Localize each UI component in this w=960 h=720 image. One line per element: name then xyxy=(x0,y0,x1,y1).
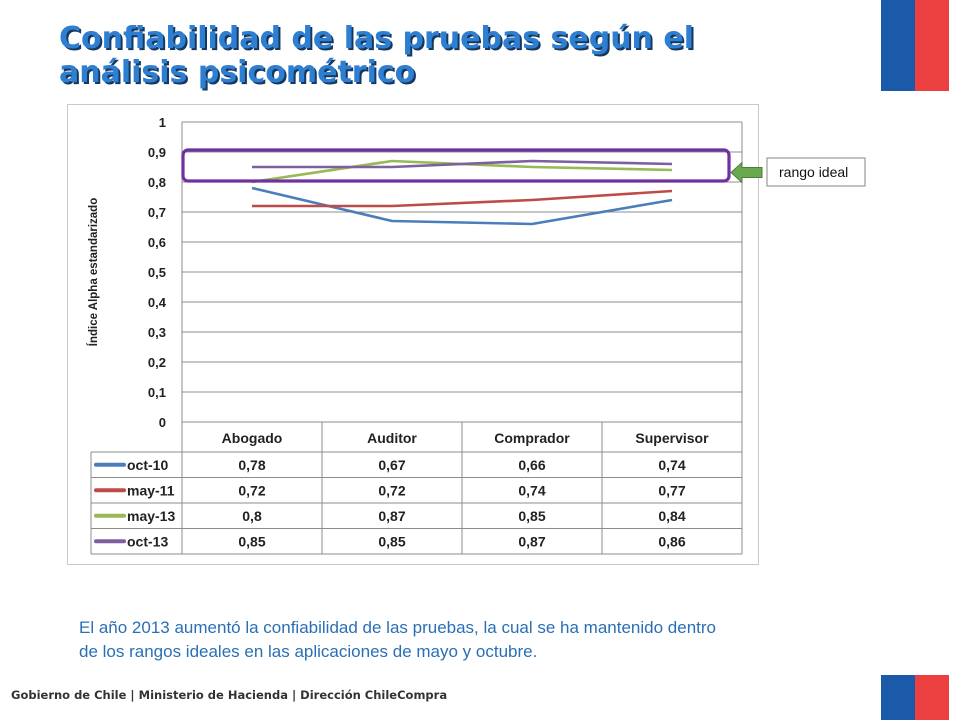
data-table: Abogado Auditor Comprador Supervisor oct-10 0… xyxy=(90,422,743,555)
table-cell: 0,87 xyxy=(518,533,545,549)
table-cell: 0,87 xyxy=(378,508,405,524)
footer-text: Gobierno de Chile | Ministerio de Hacien… xyxy=(11,688,448,702)
table-cell: 0,86 xyxy=(658,533,685,549)
y-tick-label: 0,3 xyxy=(148,325,166,340)
table-cell: 0,77 xyxy=(658,482,685,498)
series-lines xyxy=(251,159,673,226)
y-tick-label: 0,6 xyxy=(148,235,166,250)
category-label: Comprador xyxy=(494,430,570,446)
series-line-oct-10 xyxy=(251,186,673,226)
rango-ideal-label: rango ideal xyxy=(779,164,848,180)
table-cell: 0,72 xyxy=(378,482,405,498)
category-label: Supervisor xyxy=(635,430,709,446)
y-tick-label: 0 xyxy=(159,415,166,430)
chile-flag-bottom xyxy=(881,671,949,720)
table-cell: 0,85 xyxy=(378,533,405,549)
rango-ideal-callout xyxy=(766,157,866,187)
legend-label: may-13 xyxy=(127,508,175,524)
page-title: Confiabilidad de las pruebas según el an… xyxy=(59,21,694,90)
table-cell: 0,67 xyxy=(378,457,405,473)
legend-label: may-11 xyxy=(127,482,175,498)
chile-flag-top xyxy=(881,0,949,91)
category-label: Abogado xyxy=(222,430,283,446)
reliability-chart: 0 0,1 0,2 0,3 0,4 0,5 0,6 0,7 0,8 0,9 1 Índice Alp… xyxy=(87,115,866,555)
table-cell: 0,74 xyxy=(658,457,685,473)
ideal-range-box xyxy=(181,148,731,183)
table-cell: 0,84 xyxy=(658,508,685,524)
y-tick-label: 0,8 xyxy=(148,175,166,190)
table-cell: 0,85 xyxy=(238,533,265,549)
legend-label: oct-10 xyxy=(127,457,168,473)
y-tick-label: 0,2 xyxy=(148,355,166,370)
legend-label: oct-13 xyxy=(127,533,168,549)
y-axis-label: Índice Alpha estandarizado xyxy=(87,198,100,346)
y-tick-label: 0,4 xyxy=(148,295,167,310)
y-tick-label: 0,5 xyxy=(148,265,166,280)
table-cell: 0,78 xyxy=(238,457,265,473)
table-cell: 0,66 xyxy=(518,457,545,473)
y-axis-ticks: 0 0,1 0,2 0,3 0,4 0,5 0,6 0,7 0,8 0,9 1 xyxy=(148,115,167,430)
category-label: Auditor xyxy=(367,430,417,446)
table-cell: 0,8 xyxy=(242,508,262,524)
arrow-icon xyxy=(730,161,763,184)
table-cell: 0,74 xyxy=(518,482,545,498)
y-tick-label: 0,1 xyxy=(148,385,166,400)
annotation: rango ideal xyxy=(181,148,866,187)
summary-note: El año 2013 aumentó la confiabilidad de … xyxy=(79,618,716,661)
series-line-may-11 xyxy=(252,189,673,208)
y-tick-label: 0,9 xyxy=(148,145,166,160)
y-tick-label: 0,7 xyxy=(148,205,166,220)
table-cell: 0,72 xyxy=(238,482,265,498)
y-tick-label: 1 xyxy=(159,115,166,130)
series-line-oct-13 xyxy=(252,159,673,169)
table-cell: 0,85 xyxy=(518,508,545,524)
